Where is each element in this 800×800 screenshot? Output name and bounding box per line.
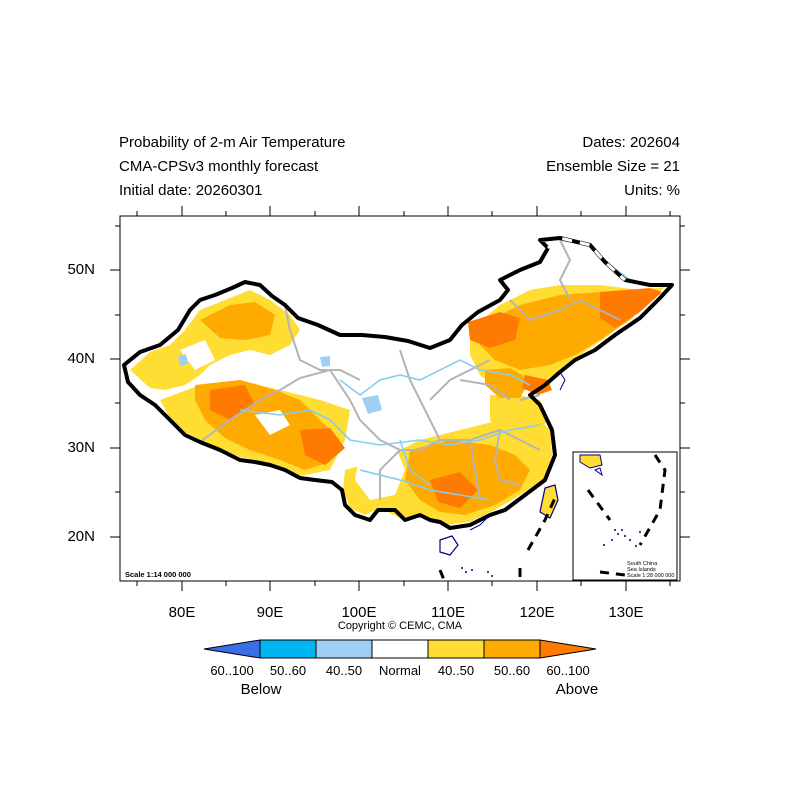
inset-title-2: Sea Islands: [627, 567, 656, 573]
colorbar-label-above-50-60: 50..60: [493, 663, 531, 678]
inset-title-1: South China: [627, 561, 658, 567]
model-name: CMA-CPSv3 monthly forecast: [119, 158, 319, 175]
colorbar-swatch-above-60-100: [540, 640, 596, 658]
national-border: [122, 236, 674, 530]
lon-ticks: [136, 206, 671, 591]
colorbar-label-below-40-50: 40..50: [325, 663, 363, 678]
nine-dash-line: [438, 497, 557, 581]
province-boundaries: [199, 239, 621, 501]
china-land: [124, 238, 672, 556]
inset-scale: Scale 1:28 000 000: [627, 573, 674, 579]
colorbar-label-below-50-60: 50..60: [269, 663, 307, 678]
colorbar-above-label: Above: [555, 681, 599, 698]
lon-label-90e: 90E: [256, 604, 284, 621]
coastline: [469, 371, 566, 531]
colorbar-below-label: Below: [240, 681, 282, 698]
lon-label-100e: 100E: [341, 604, 377, 621]
colorbar-label-above-60-100: 60..100: [546, 663, 590, 678]
colorbar-label-below-60-100: 60..100: [210, 663, 254, 678]
lon-label-80e: 80E: [168, 604, 196, 621]
colorbar: [203, 639, 597, 659]
lat-label-20n: 20N: [67, 528, 95, 545]
ensemble-size: Ensemble Size = 21: [546, 158, 680, 175]
map-title: Probability of 2-m Air Temperature: [119, 134, 346, 151]
dashed-border-northeast: [547, 236, 627, 282]
colorbar-swatch-above-40-50: [428, 640, 484, 658]
colorbar-label-above-40-50: 40..50: [437, 663, 475, 678]
lon-label-130e: 130E: [608, 604, 644, 621]
lon-label-120e: 120E: [519, 604, 555, 621]
lat-label-50n: 50N: [67, 261, 95, 278]
copyright: Copyright © CEMC, CMA: [337, 620, 463, 632]
colorbar-swatch-above-50-60: [484, 640, 540, 658]
colorbar-swatch-below-60-100: [204, 640, 260, 658]
lat-ticks: [110, 225, 690, 538]
colorbar-swatch-below-50-60: [260, 640, 316, 658]
units: Units: %: [624, 182, 680, 199]
lat-label-30n: 30N: [67, 439, 95, 456]
colorbar-swatch-below-40-50: [316, 640, 372, 658]
scale-label: Scale 1:14 000 000: [125, 570, 191, 579]
islands-dots: [461, 567, 493, 577]
forecast-dates: Dates: 202604: [582, 134, 680, 151]
colorbar-label-normal: Normal: [379, 663, 421, 678]
lon-label-110e: 110E: [431, 604, 465, 621]
initial-date: Initial date: 20260301: [119, 182, 263, 199]
inset-map: [572, 451, 678, 581]
colorbar-swatch-normal: [372, 640, 428, 658]
lat-label-40n: 40N: [67, 350, 95, 367]
